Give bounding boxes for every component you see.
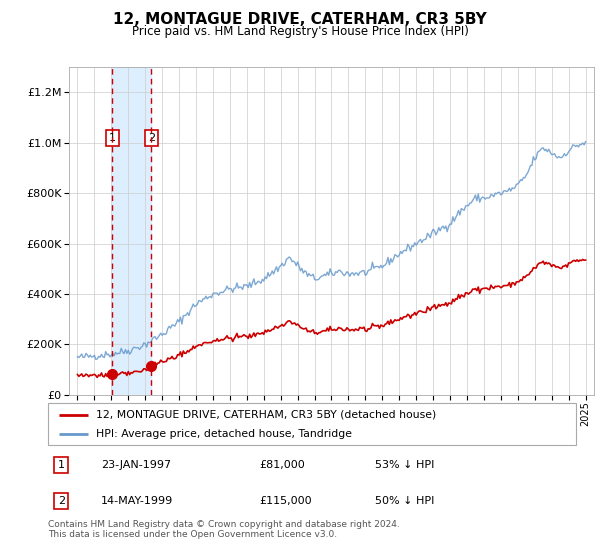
Text: 2: 2 <box>58 496 65 506</box>
Text: 53% ↓ HPI: 53% ↓ HPI <box>376 460 435 470</box>
Text: 1: 1 <box>58 460 65 470</box>
Text: 12, MONTAGUE DRIVE, CATERHAM, CR3 5BY: 12, MONTAGUE DRIVE, CATERHAM, CR3 5BY <box>113 12 487 27</box>
Text: Contains HM Land Registry data © Crown copyright and database right 2024.
This d: Contains HM Land Registry data © Crown c… <box>48 520 400 539</box>
Text: 50% ↓ HPI: 50% ↓ HPI <box>376 496 435 506</box>
Text: 23-JAN-1997: 23-JAN-1997 <box>101 460 171 470</box>
Text: HPI: Average price, detached house, Tandridge: HPI: Average price, detached house, Tand… <box>95 429 352 439</box>
Text: 1: 1 <box>109 133 116 143</box>
Text: £115,000: £115,000 <box>259 496 312 506</box>
Bar <box>112 67 151 395</box>
Text: £81,000: £81,000 <box>259 460 305 470</box>
Text: Price paid vs. HM Land Registry's House Price Index (HPI): Price paid vs. HM Land Registry's House … <box>131 25 469 38</box>
Text: 14-MAY-1999: 14-MAY-1999 <box>101 496 173 506</box>
Text: 2: 2 <box>148 133 155 143</box>
FancyBboxPatch shape <box>48 403 576 445</box>
Text: 12, MONTAGUE DRIVE, CATERHAM, CR3 5BY (detached house): 12, MONTAGUE DRIVE, CATERHAM, CR3 5BY (d… <box>95 409 436 419</box>
